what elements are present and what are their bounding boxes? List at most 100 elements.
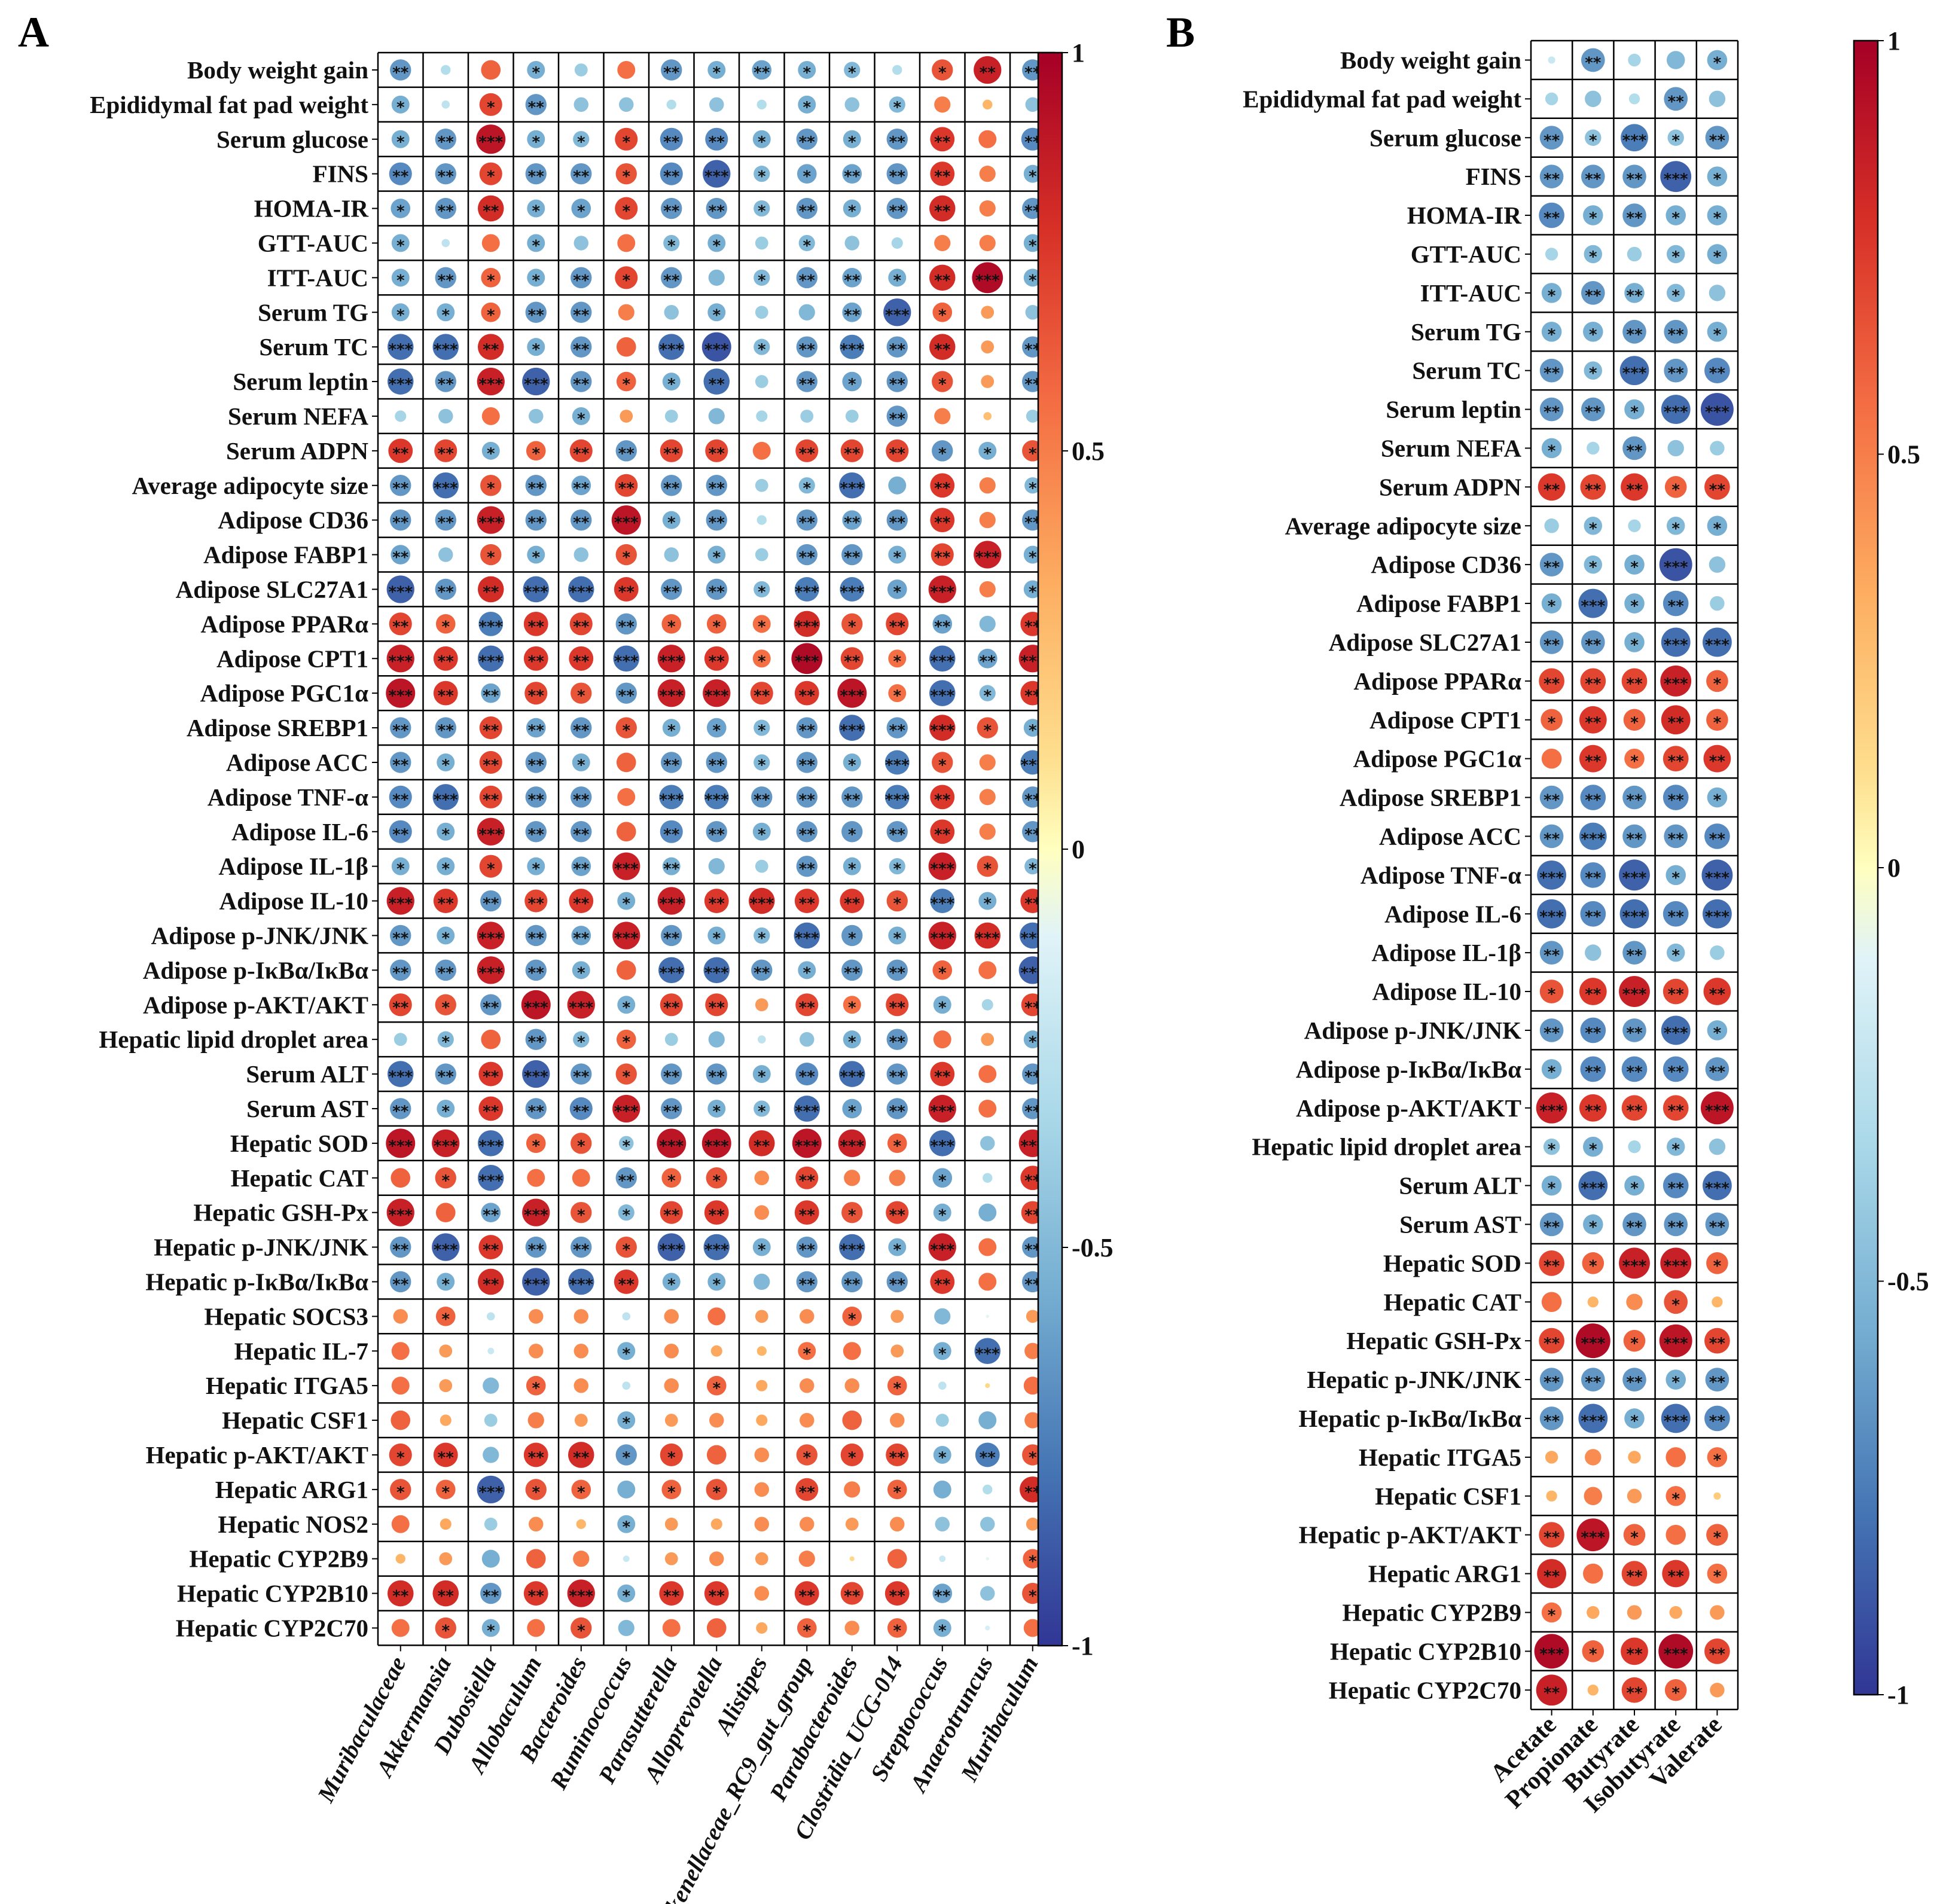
sig-marker-b-r26-c2: **: [1626, 1063, 1643, 1081]
corr-circle-a-r37-c10: [843, 1342, 861, 1360]
sig-marker-b-r26-c0: *: [1548, 1063, 1556, 1081]
sig-marker-a-r12-c7: **: [709, 480, 725, 498]
sig-marker-b-r19-c1: **: [1585, 792, 1602, 810]
sig-marker-b-r35-c1: ***: [1581, 1412, 1605, 1430]
sig-marker-a-r11-c3: *: [532, 445, 540, 463]
corr-circle-a-r10-c6: [664, 410, 678, 423]
sig-marker-a-r16-c1: *: [441, 618, 450, 636]
sig-marker-a-r22-c7: **: [709, 826, 725, 844]
corr-circle-b-r19-c2: [1622, 785, 1646, 810]
sig-marker-a-r9-c11: **: [889, 376, 906, 393]
corr-circle-a-r17-c10: [840, 647, 864, 670]
sig-marker-b-r2-c1: *: [1589, 132, 1597, 149]
sig-marker-a-r11-c6: **: [663, 445, 680, 463]
sig-marker-a-r15-c3: ***: [524, 583, 548, 601]
sig-marker-a-r37-c5: *: [622, 1345, 630, 1363]
corr-circle-b-r16-c2: [1621, 668, 1648, 694]
corr-circle-a-r31-c9: [792, 1128, 822, 1158]
corr-circle-a-r38-c0: [391, 1377, 410, 1395]
corr-circle-b-r27-c3: [1663, 1095, 1689, 1121]
sig-marker-a-r11-c2: *: [487, 445, 495, 463]
corr-circle-a-r26-c3: [525, 959, 547, 981]
corr-circle-a-r1-c1: [441, 100, 450, 109]
corr-circle-a-r17-c4: [569, 646, 594, 671]
corr-circle-b-r1-c1: [1585, 90, 1602, 108]
corr-circle-a-r26-c0: [390, 959, 411, 981]
corr-circle-b-r26-c1: [1580, 1056, 1606, 1082]
corr-circle-a-r6-c1: [435, 267, 456, 289]
corr-circle-a-r35-c13: [978, 1273, 997, 1291]
corr-circle-a-r19-c14: [1023, 719, 1042, 737]
colorbar-tick-label: -1: [1072, 1631, 1094, 1661]
sig-marker-a-r13-c12: **: [934, 514, 951, 532]
corr-circle-a-r22-c10: [841, 821, 863, 843]
sig-marker-b-r9-c2: *: [1630, 404, 1639, 422]
corr-circle-a-r13-c0: [390, 509, 411, 531]
sig-marker-a-r44-c7: **: [709, 1588, 725, 1606]
corr-circle-a-r6-c2: [481, 268, 501, 288]
corr-circle-a-r35-c2: [477, 1268, 504, 1295]
sig-marker-a-r31-c1: ***: [434, 1137, 458, 1155]
colorbar-tick-label: 0.5: [1072, 437, 1105, 466]
sig-marker-a-r3-c5: *: [622, 168, 630, 186]
corr-circle-b-r9-c0: [1539, 397, 1564, 422]
sig-marker-b-r24-c3: **: [1668, 985, 1685, 1003]
corr-circle-a-r31-c6: [657, 1128, 687, 1158]
corr-circle-a-r42-c2: [484, 1517, 498, 1531]
sig-marker-a-r4-c7: **: [709, 203, 725, 221]
corr-circle-a-r3-c1: [435, 163, 456, 185]
corr-circle-a-r45-c8: [756, 1622, 768, 1634]
corr-circle-a-r36-c4: [574, 1309, 588, 1324]
sig-marker-a-r27-c10: *: [848, 999, 856, 1017]
sig-marker-a-r24-c11: *: [893, 895, 901, 913]
corr-circle-a-r14-c4: [574, 547, 588, 562]
sig-marker-a-r26-c10: **: [844, 964, 861, 982]
sig-marker-a-r16-c11: **: [889, 618, 906, 636]
corr-circle-a-r33-c10: [841, 1201, 863, 1223]
sig-marker-b-r3-c4: *: [1713, 170, 1722, 188]
sig-marker-b-r25-c3: ***: [1664, 1024, 1688, 1042]
colorbar-tick-label: 0.5: [1887, 440, 1920, 469]
corr-circle-a-r17-c7: [704, 646, 729, 671]
sig-marker-a-r16-c6: *: [667, 618, 676, 636]
sig-marker-b-r33-c3: ***: [1664, 1335, 1688, 1353]
sig-marker-a-r21-c3: **: [528, 791, 545, 809]
sig-marker-b-r23-c3: *: [1671, 947, 1680, 965]
corr-circle-a-r44-c1: [432, 1580, 459, 1607]
corr-circle-a-r35-c8: [754, 1273, 770, 1290]
sig-marker-a-r22-c1: *: [441, 826, 450, 844]
corr-circle-a-r36-c5: [622, 1312, 631, 1321]
corr-circle-a-r18-c0: [386, 678, 416, 708]
sig-marker-b-r41-c3: ***: [1664, 1645, 1688, 1663]
corr-circle-a-r18-c7: [703, 679, 731, 707]
sig-marker-a-r2-c0: *: [396, 133, 405, 151]
corr-circle-a-r12-c14: [1024, 477, 1041, 494]
corr-circle-b-r13-c3: [1659, 548, 1692, 581]
row-label-hepatic-gsh-px: Hepatic GSH-Px: [193, 1199, 368, 1226]
sig-marker-a-r38-c11: *: [893, 1380, 901, 1398]
corr-circle-a-r37-c0: [391, 1342, 410, 1360]
sig-marker-a-r31-c8: **: [754, 1137, 770, 1155]
sig-marker-b-r17-c3: **: [1668, 714, 1685, 732]
sig-marker-a-r21-c8: **: [754, 791, 770, 809]
corr-circle-a-r16-c11: [886, 612, 909, 636]
corr-circle-b-r23-c3: [1666, 943, 1685, 962]
sig-marker-a-r34-c1: ***: [434, 1241, 458, 1259]
sig-marker-a-r13-c6: *: [667, 514, 676, 532]
panel-b-correlation-heatmap: ** ***** * *** * **** ** ** *** *** * ** * ** * ** ** ** *…: [1243, 26, 1929, 1818]
sig-marker-a-r38-c3: *: [532, 1380, 540, 1398]
sig-marker-b-r35-c2: *: [1630, 1412, 1639, 1430]
sig-marker-a-r29-c9: **: [799, 1068, 816, 1086]
sig-marker-b-r5-c3: *: [1671, 248, 1680, 266]
sig-marker-a-r2-c10: *: [848, 133, 856, 151]
corr-circle-a-r8-c4: [571, 336, 592, 358]
sig-marker-a-r44-c2: **: [483, 1588, 499, 1606]
sig-marker-a-r35-c7: *: [712, 1276, 721, 1293]
corr-circle-a-r5-c9: [798, 234, 815, 252]
corr-circle-b-r38-c3: [1666, 1524, 1686, 1545]
corr-circle-b-r20-c0: [1539, 824, 1564, 849]
corr-circle-a-r45-c9: [797, 1618, 817, 1638]
sig-marker-a-r11-c12: *: [938, 445, 947, 463]
sig-marker-b-r6-c0: *: [1548, 287, 1556, 305]
corr-circle-a-r28-c4: [573, 1031, 590, 1048]
